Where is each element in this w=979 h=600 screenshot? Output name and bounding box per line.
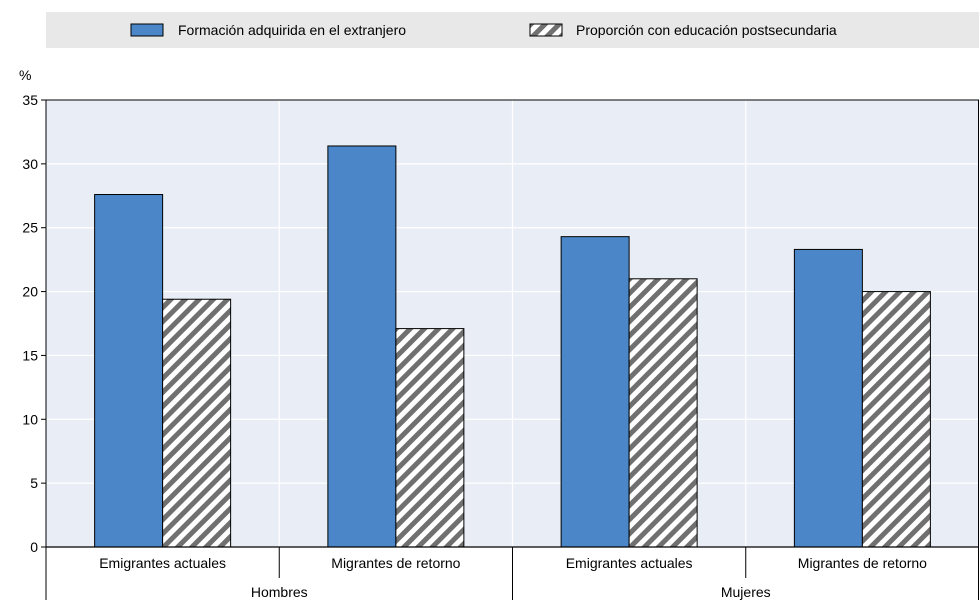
y-tick-label: 25 [22,220,38,236]
x-category-label: Migrantes de retorno [798,555,927,571]
x-group-label: Hombres [251,584,308,600]
bar-series-2-cat-3 [628,278,698,548]
y-tick-label: 15 [22,347,38,363]
x-category-label: Emigrantes actuales [566,555,693,571]
y-tick-label: 35 [22,92,38,108]
y-tick-label: 30 [22,156,38,172]
bar-series-1-cat-1 [94,194,164,548]
y-tick-label: 5 [30,475,38,491]
x-category-label: Migrantes de retorno [331,555,460,571]
legend-item-1: Formación adquirida en el extranjero [130,22,406,38]
legend-swatch-series-2 [529,23,563,37]
bar-series-1-cat-3 [560,236,630,548]
y-axis-unit-label: % [19,67,31,83]
bars-layer [94,145,931,548]
labels-layer: 0 5 10 15 20 25 30 35 Emigrantes actuales Migrant… [22,92,927,600]
y-tick-label: 10 [22,411,38,427]
legend-item-2: Proporción con educación postsecundaria [529,22,837,38]
bar-series-1-cat-4 [793,248,863,548]
bar-series-1-cat-2 [327,145,397,548]
x-group-label: Mujeres [721,584,771,600]
x-category-label: Emigrantes actuales [99,555,226,571]
legend-swatch-series-1 [130,23,164,37]
legend-label-series-1: Formación adquirida en el extranjero [178,22,406,38]
bar-series-2-cat-4 [861,291,931,548]
bar-series-2-cat-2 [395,328,465,548]
legend-label-series-2: Proporción con educación postsecundaria [576,22,837,38]
y-tick-label: 20 [22,284,38,300]
legend-box [46,12,979,48]
y-tick-label: 0 [30,539,38,555]
bar-series-2-cat-1 [162,298,232,548]
